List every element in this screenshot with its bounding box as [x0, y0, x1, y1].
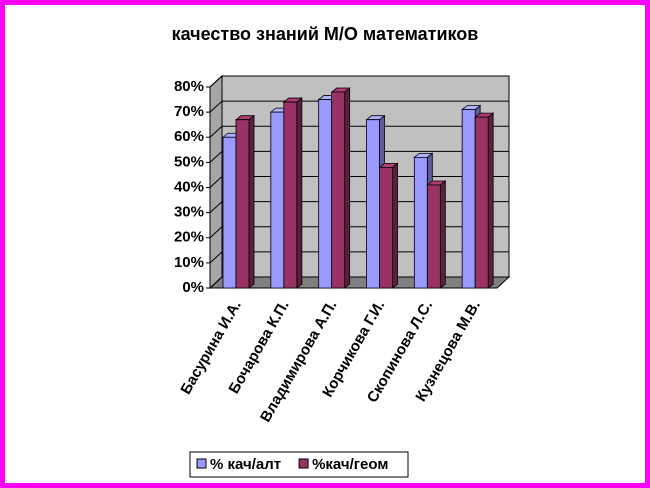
bar-front — [331, 91, 346, 289]
y-tick-label: 70% — [174, 103, 204, 120]
bar — [330, 87, 351, 289]
grid-line — [209, 201, 223, 213]
bar-front — [235, 119, 250, 289]
bar-side — [392, 162, 398, 289]
bar-front — [283, 101, 298, 289]
grid-line — [209, 276, 223, 289]
bar-side — [344, 87, 351, 289]
bar-side — [296, 97, 303, 289]
bar — [234, 114, 256, 289]
grid-line — [209, 100, 223, 113]
y-tick-label: 80% — [174, 78, 204, 95]
y-tick-label: 10% — [174, 254, 204, 271]
bar-front — [318, 99, 333, 289]
bar — [474, 112, 495, 289]
y-tick-label: 50% — [174, 153, 204, 170]
legend-label: % кач/алт — [210, 456, 281, 473]
grid-line — [209, 251, 223, 264]
y-tick-label: 40% — [174, 178, 204, 195]
bar — [282, 97, 303, 289]
y-tick-label: 30% — [174, 204, 204, 221]
y-tick-label: 60% — [174, 128, 204, 145]
grid-line — [209, 226, 223, 239]
bar-front — [461, 109, 476, 289]
y-tick-label: 0% — [182, 279, 204, 296]
bar — [378, 162, 399, 289]
grid-line — [209, 176, 223, 188]
legend-swatch — [196, 458, 207, 469]
y-tick-label: 20% — [174, 229, 204, 246]
bar-front — [222, 136, 237, 289]
bar-front — [379, 166, 393, 289]
bar-side — [439, 180, 446, 289]
bar — [426, 180, 447, 289]
bar-front — [270, 111, 285, 289]
legend-label: %кач/геом — [312, 456, 388, 473]
grid-line — [209, 125, 223, 138]
bar-front — [413, 156, 428, 289]
legend-swatch — [298, 458, 309, 469]
chart-title: качество знаний М/О математиков — [172, 24, 479, 44]
bar-side — [248, 114, 255, 289]
grid-line — [209, 75, 223, 88]
bar-side — [487, 112, 494, 289]
bar-front — [426, 184, 441, 289]
grid-line — [209, 151, 223, 163]
bar-front — [366, 119, 380, 289]
bar-front — [474, 116, 489, 289]
